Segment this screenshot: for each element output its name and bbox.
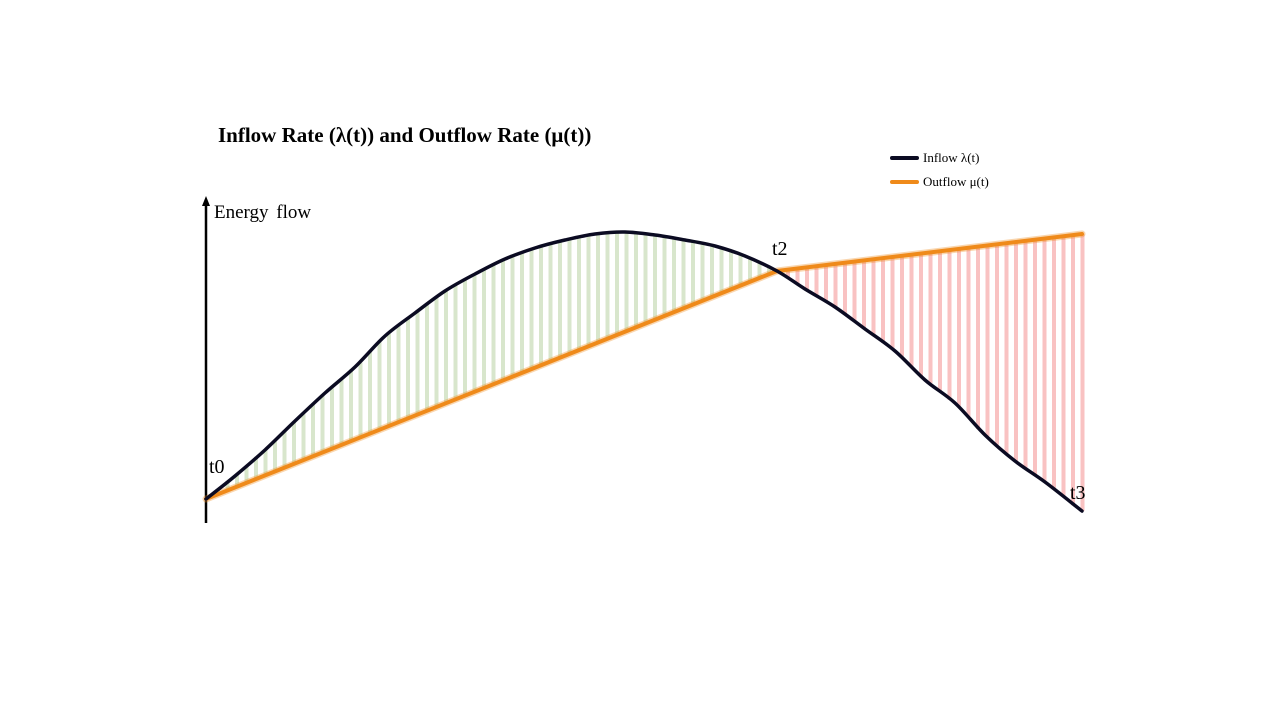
y-axis (202, 196, 210, 523)
y-axis-label: Energy flow (214, 202, 312, 223)
deficit-region (786, 233, 1085, 511)
inflow-legend-swatch (890, 156, 919, 160)
diagram-title: Inflow Rate (λ(t)) and Outflow Rate (μ(t… (218, 123, 592, 147)
legend-item-outflow: Outflow μ(t) (890, 170, 989, 194)
y-axis-arrowhead (202, 196, 210, 206)
point-label-t2: t2 (772, 238, 788, 260)
point-label-t0: t0 (209, 456, 225, 478)
legend-item-inflow: Inflow λ(t) (890, 146, 989, 170)
legend: Inflow λ(t) Outflow μ(t) (890, 146, 989, 194)
legend-label-outflow: Outflow μ(t) (923, 174, 989, 189)
surplus-region (216, 232, 771, 495)
outflow-legend-swatch (890, 180, 919, 184)
point-label-t3: t3 (1070, 482, 1086, 504)
inflow-curve (204, 230, 1084, 513)
legend-label-inflow: Inflow λ(t) (923, 150, 980, 165)
